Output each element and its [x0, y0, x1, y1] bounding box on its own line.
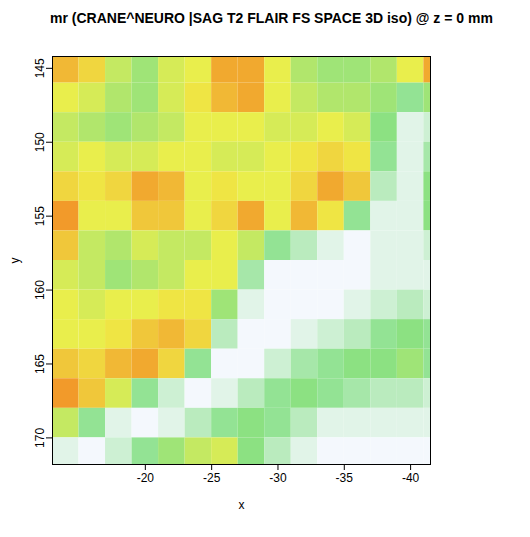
svg-text:y: y: [8, 258, 22, 264]
svg-text:145: 145: [33, 58, 47, 78]
svg-text:-40: -40: [402, 471, 420, 485]
svg-text:-35: -35: [336, 471, 354, 485]
svg-text:-20: -20: [137, 471, 155, 485]
svg-text:155: 155: [33, 206, 47, 226]
svg-text:-25: -25: [203, 471, 221, 485]
svg-text:150: 150: [33, 132, 47, 152]
svg-text:-30: -30: [269, 471, 287, 485]
svg-text:x: x: [239, 498, 245, 512]
svg-text:165: 165: [33, 354, 47, 374]
svg-text:160: 160: [33, 280, 47, 300]
svg-text:170: 170: [33, 428, 47, 448]
html-text:mr (CRANE^NEURO |SAG T2 FLAIR: mr (CRANE^NEURO |SAG T2 FLAIR FS SPACE 3…: [50, 10, 493, 26]
